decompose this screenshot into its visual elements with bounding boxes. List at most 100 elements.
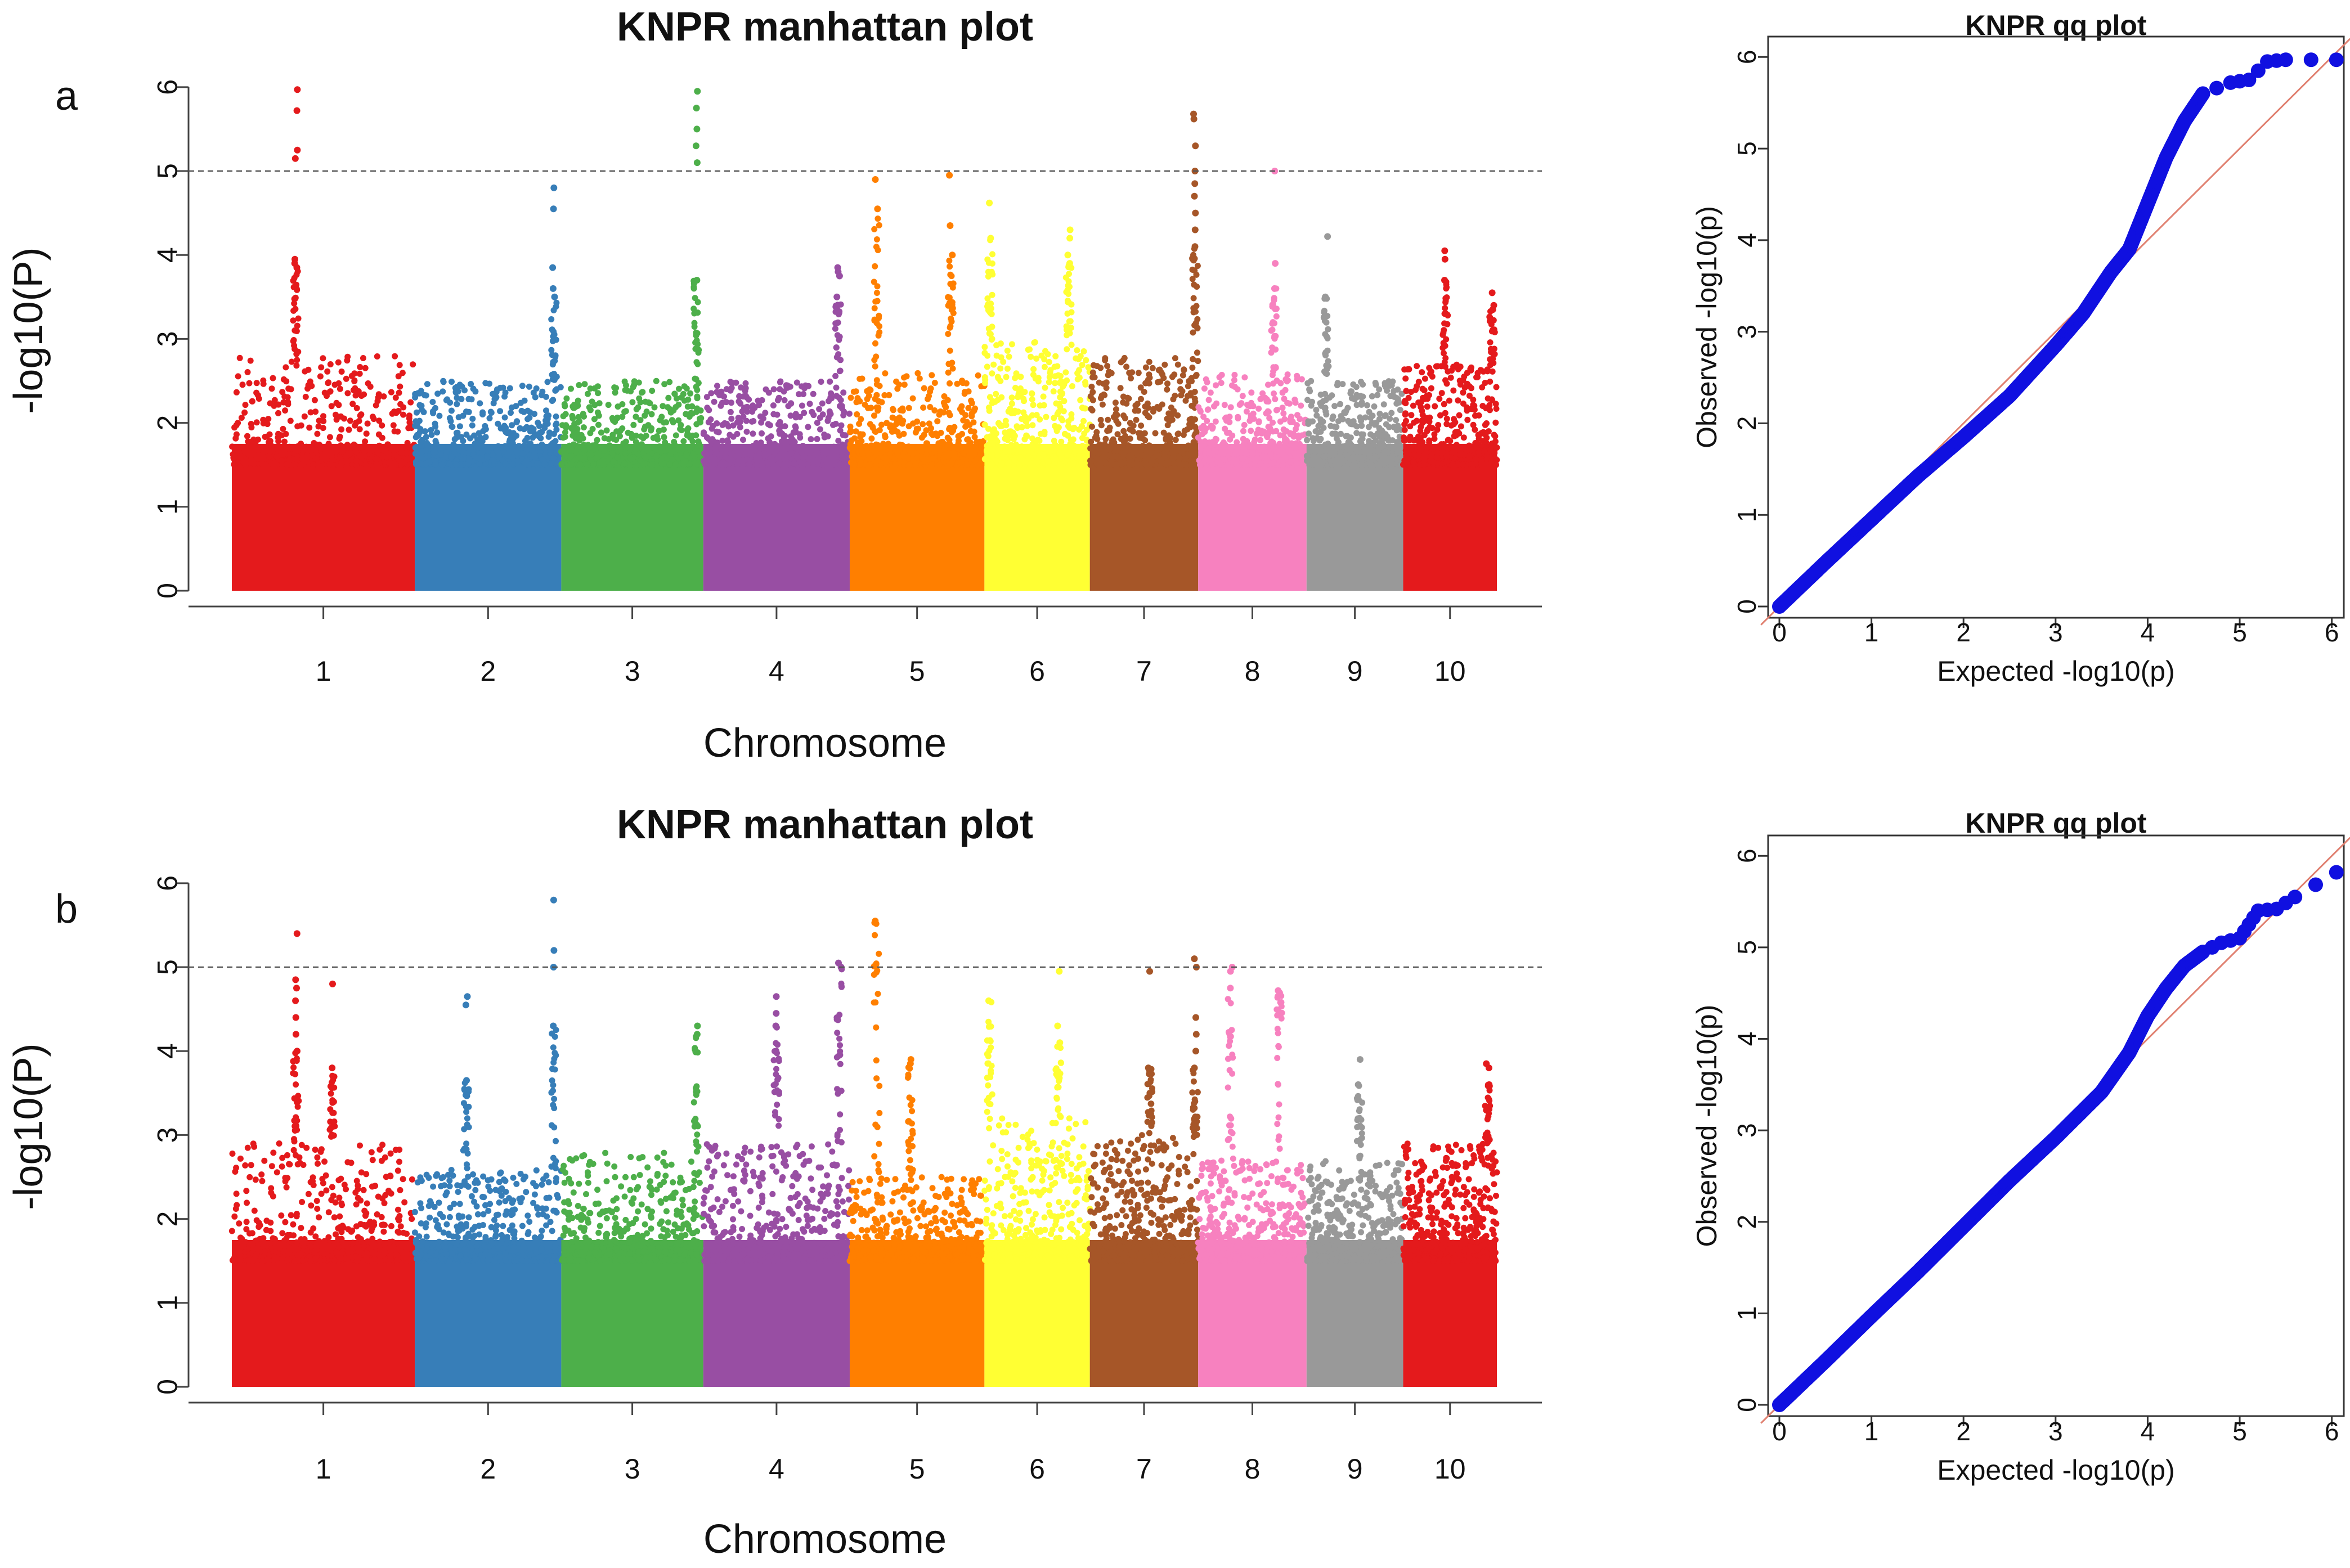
snp-point <box>270 375 276 381</box>
snp-point <box>1006 460 1012 466</box>
snp-point <box>727 446 733 452</box>
snp-point <box>335 402 342 408</box>
snp-point <box>1152 430 1159 437</box>
snp-point <box>282 444 289 450</box>
snp-point <box>237 1234 244 1241</box>
peak-ridge-point <box>692 324 698 330</box>
snp-point <box>949 460 955 466</box>
snp-point <box>438 452 444 458</box>
snp-point <box>775 461 782 467</box>
snp-point <box>1176 461 1182 467</box>
snp-point <box>1258 460 1264 466</box>
snp-point <box>545 379 551 385</box>
snp-point <box>680 461 687 467</box>
snp-point <box>1393 401 1400 407</box>
snp-point <box>255 447 262 453</box>
snp-point <box>314 1154 320 1161</box>
snp-point <box>728 399 734 406</box>
snp-point <box>1241 374 1248 380</box>
snp-point <box>395 1207 401 1213</box>
snp-point <box>1198 439 1204 445</box>
snp-point <box>460 438 466 444</box>
snp-point <box>279 457 285 464</box>
peak-point <box>1489 289 1496 296</box>
snp-point <box>383 450 389 456</box>
snp-point <box>947 412 953 418</box>
snp-point <box>243 1226 249 1232</box>
snp-point <box>1147 375 1153 381</box>
snp-point <box>519 383 526 389</box>
snp-point <box>1028 354 1034 360</box>
snp-point <box>939 439 945 445</box>
snp-point <box>695 443 701 449</box>
snp-point <box>1342 410 1348 416</box>
snp-point <box>1046 359 1052 365</box>
snp-point <box>687 390 693 397</box>
snp-point <box>890 406 896 412</box>
chromosome-3-points <box>558 88 706 591</box>
snp-point <box>1029 396 1035 402</box>
peak-ridge-point <box>832 326 838 332</box>
snp-point <box>382 1200 388 1206</box>
snp-point <box>808 436 814 442</box>
snp-point <box>339 460 345 466</box>
snp-point <box>670 419 676 425</box>
peak-ridge-point <box>876 333 882 339</box>
snp-point <box>777 379 783 385</box>
snp-point <box>331 1214 338 1220</box>
snp-point <box>241 410 248 416</box>
snp-point <box>1331 403 1338 409</box>
snp-point <box>575 414 581 420</box>
snp-point <box>1240 436 1246 442</box>
snp-point <box>1035 459 1041 465</box>
snp-point <box>1012 447 1018 453</box>
plot-title: KNPR manhattan plot <box>617 5 1033 50</box>
snp-point <box>1222 442 1228 448</box>
snp-point <box>563 411 569 417</box>
snp-point <box>741 407 747 413</box>
snp-point <box>729 385 735 391</box>
snp-point <box>932 380 938 386</box>
x-tick-label: 1 <box>316 655 331 687</box>
peak-point <box>292 155 299 162</box>
snp-point <box>828 411 834 417</box>
snp-point <box>450 442 456 448</box>
snp-point <box>1353 430 1360 436</box>
snp-point <box>385 460 392 466</box>
snp-point <box>427 459 433 465</box>
snp-point <box>527 441 533 447</box>
snp-point <box>1102 355 1108 361</box>
snp-point <box>1378 443 1384 450</box>
y-tick-label: 5 <box>152 163 183 179</box>
snp-point <box>590 461 597 468</box>
snp-point <box>982 421 988 428</box>
snp-point <box>324 369 330 375</box>
snp-point <box>372 1183 378 1189</box>
snp-point <box>701 429 707 435</box>
snp-point <box>885 441 891 447</box>
snp-point <box>376 1238 383 1244</box>
snp-point <box>1314 435 1320 441</box>
snp-point <box>816 406 822 412</box>
snp-point <box>1476 449 1482 455</box>
snp-point <box>1177 448 1183 454</box>
snp-point <box>1100 402 1106 408</box>
peak-ridge-point <box>872 305 878 311</box>
snp-point <box>1004 437 1011 443</box>
snp-point <box>1229 433 1235 439</box>
snp-point <box>1041 393 1047 399</box>
x-tick-label: 8 <box>1245 655 1261 687</box>
snp-point <box>460 413 466 419</box>
snp-point <box>1414 363 1420 369</box>
snp-point <box>810 391 817 397</box>
snp-point <box>243 1188 249 1194</box>
snp-point <box>234 1241 240 1247</box>
snp-point <box>267 432 273 438</box>
snp-point <box>1458 423 1464 429</box>
snp-point <box>448 418 454 424</box>
snp-point <box>1218 380 1225 386</box>
snp-point <box>785 439 791 445</box>
snp-point <box>797 434 803 441</box>
snp-point <box>301 460 307 466</box>
snp-point <box>1035 447 1041 453</box>
